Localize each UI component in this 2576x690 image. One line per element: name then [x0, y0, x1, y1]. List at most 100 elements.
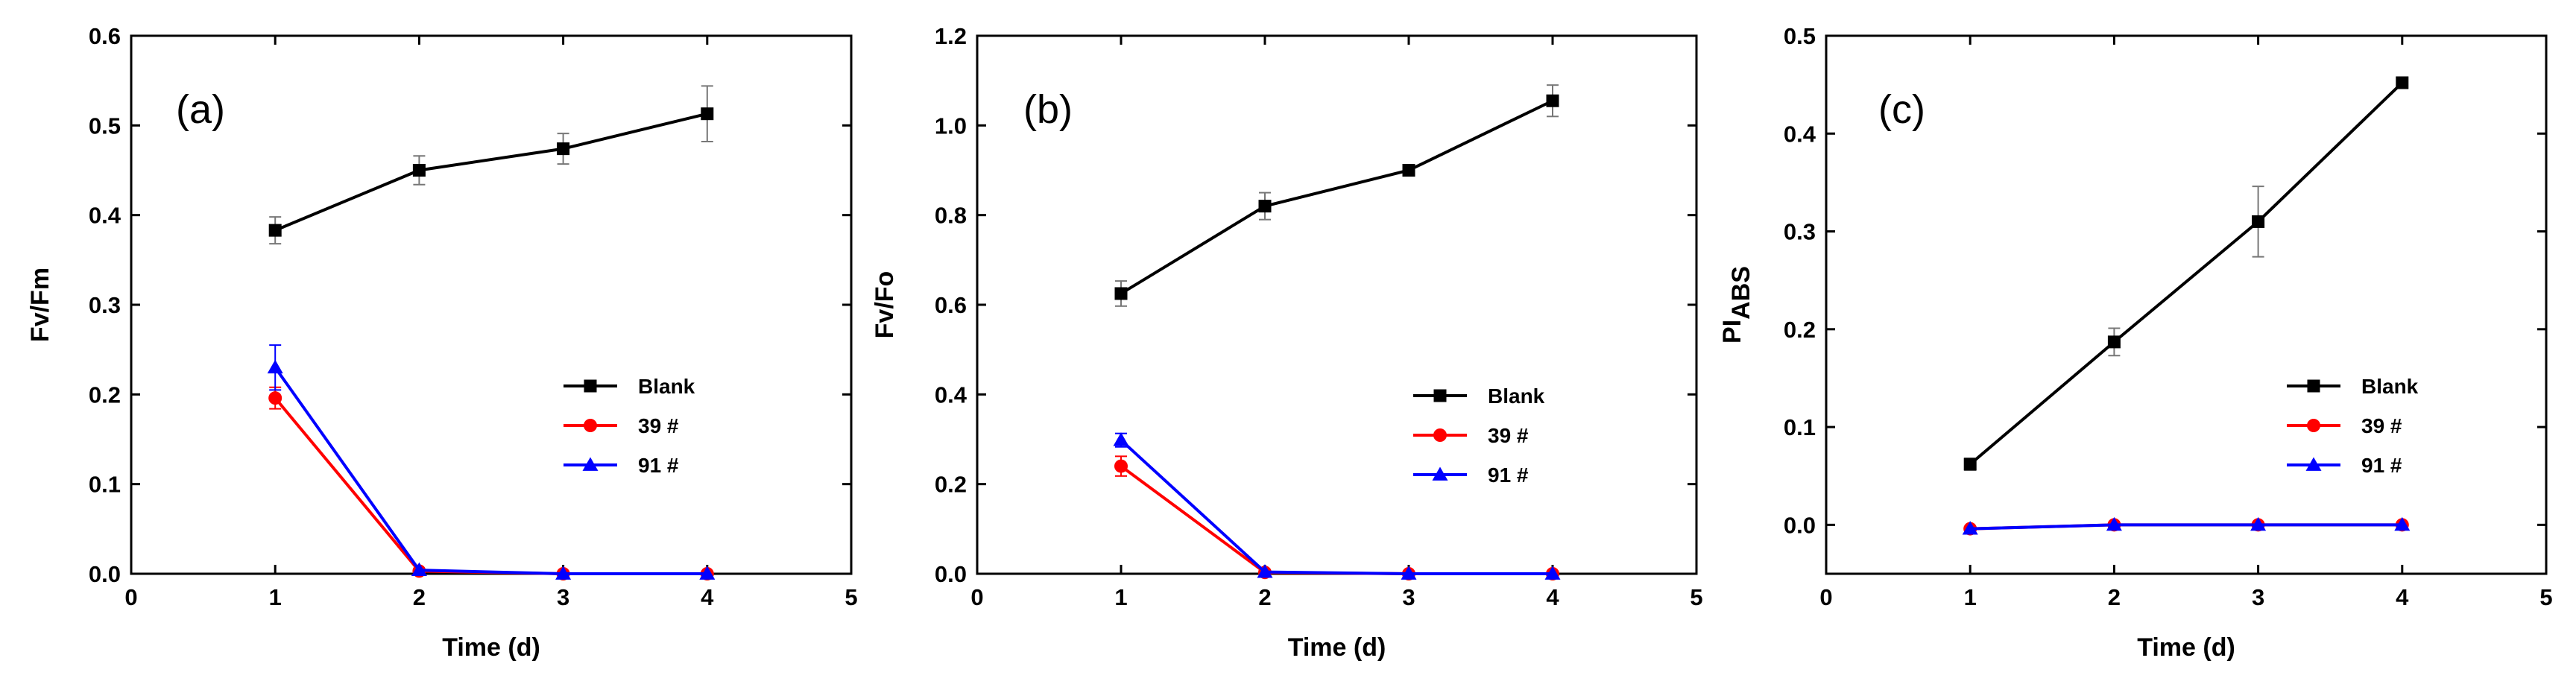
y-tick-label: 0.1 — [1784, 414, 1816, 440]
legend-marker — [2307, 419, 2320, 432]
y-tick-label: 0.5 — [89, 113, 121, 139]
x-tick-label: 2 — [413, 584, 426, 610]
y-tick-label: 0.6 — [89, 23, 121, 49]
series-line — [274, 367, 707, 575]
x-tick-label: 0 — [970, 584, 983, 610]
legend-item: 39 # — [2287, 414, 2402, 437]
data-point — [1402, 164, 1415, 177]
data-point — [1963, 458, 1977, 471]
data-point — [699, 566, 716, 580]
legend-item: Blank — [1413, 384, 1545, 408]
y-tick-label: 0.0 — [935, 561, 967, 587]
data-point — [1962, 521, 1978, 535]
legend-item: 91 # — [1413, 463, 1529, 487]
legend: Blank 39 # 91 # — [1413, 384, 1545, 487]
data-point — [555, 566, 572, 580]
panel-label: (b) — [1023, 87, 1073, 132]
series-91 — [1113, 432, 1561, 580]
y-tick-label: 1.2 — [935, 23, 967, 49]
legend-label: Blank — [638, 375, 695, 398]
legend-item: Blank — [2287, 375, 2419, 398]
plot-frame — [976, 34, 1698, 575]
y-tick-label: 1.0 — [935, 113, 967, 139]
y-tick-label: 0.1 — [89, 472, 121, 498]
chart-panel-2: 0 1 2 3 4 5 0.0 0.2 0.4 0.6 0.8 1.0 1.2 Time (d) Fv/Fo… — [871, 23, 1703, 662]
y-tick-label: 0.2 — [935, 472, 967, 498]
data-point — [2396, 76, 2409, 89]
data-point — [2107, 335, 2121, 349]
legend-label: Blank — [2361, 375, 2419, 398]
legend-marker — [1432, 466, 1448, 481]
legend-label: 39 # — [638, 414, 679, 437]
data-point — [1114, 287, 1128, 300]
y-tick-label: 0.0 — [1784, 512, 1816, 538]
legend-label: Blank — [1488, 384, 1545, 408]
legend-marker — [1433, 428, 1447, 442]
legend-marker — [2307, 379, 2320, 393]
data-point — [2106, 516, 2122, 531]
x-tick-label: 5 — [845, 584, 857, 610]
legend-marker — [584, 419, 597, 432]
y-axis-title: PIABS — [1718, 266, 1755, 344]
data-point — [1546, 94, 1559, 107]
data-point — [411, 562, 427, 577]
x-tick-label: 3 — [2252, 584, 2264, 610]
x-tick-label: 3 — [1402, 584, 1415, 610]
y-tick-label: 0.3 — [1784, 219, 1816, 245]
x-tick-label: 1 — [1964, 584, 1977, 610]
y-tick-label: 0.0 — [89, 561, 121, 587]
plot-frame — [130, 34, 853, 575]
x-tick-label: 2 — [1258, 584, 1271, 610]
series-line — [1970, 523, 2402, 531]
y-tick-label: 0.6 — [935, 292, 967, 318]
y-axis-title: Fv/Fm — [26, 268, 54, 342]
series-line — [1120, 99, 1553, 295]
data-point — [2394, 516, 2411, 531]
data-point — [267, 359, 283, 374]
x-tick-label: 2 — [2108, 584, 2121, 610]
series-blank — [1963, 76, 2409, 471]
y-tick-label: 0.4 — [1784, 121, 1816, 147]
series-blank — [268, 85, 714, 245]
legend-item: 39 # — [564, 414, 679, 437]
series-line — [1969, 81, 2404, 466]
series-91 — [1962, 516, 2411, 535]
x-tick-label: 5 — [2539, 584, 2552, 610]
x-tick-label: 5 — [1690, 584, 1702, 610]
legend-label: 39 # — [1488, 424, 1529, 447]
data-point — [268, 391, 282, 405]
legend-label: 91 # — [638, 454, 679, 477]
y-tick-label: 0.8 — [935, 203, 967, 229]
legend-marker — [582, 457, 599, 471]
y-tick-label: 0.4 — [935, 382, 967, 408]
y-axis-title: Fv/Fo — [871, 271, 899, 339]
y-tick-label: 0.2 — [1784, 317, 1816, 343]
data-point — [1544, 566, 1561, 580]
data-point — [2252, 215, 2265, 228]
legend-item: 91 # — [564, 454, 679, 477]
x-tick-label: 4 — [701, 584, 714, 610]
legend-marker — [1433, 389, 1447, 402]
x-tick-label: 1 — [1114, 584, 1127, 610]
data-point — [412, 164, 426, 177]
panel-label: (c) — [1878, 87, 1925, 132]
legend-label: 91 # — [1488, 463, 1529, 487]
y-tick-label: 0.4 — [89, 203, 121, 229]
x-tick-label: 0 — [1819, 584, 1832, 610]
data-point — [2250, 516, 2267, 531]
data-point — [1257, 564, 1273, 578]
data-point — [268, 224, 282, 237]
legend-marker — [2305, 457, 2322, 471]
plot-frame — [1825, 34, 2548, 575]
legend-item: 91 # — [2287, 454, 2402, 477]
data-point — [557, 142, 570, 156]
y-tick-label: 0.3 — [89, 292, 121, 318]
data-point — [701, 107, 714, 121]
legend: Blank 39 # 91 # — [2287, 375, 2419, 477]
y-tick-label: 0.5 — [1784, 23, 1816, 49]
series-line — [274, 112, 708, 232]
chart-panel-3: 0 1 2 3 4 5 0.0 0.1 0.2 0.3 0.4 0.5 Time (d) PIABS (c)… — [1718, 23, 2553, 662]
legend: Blank 39 # 91 # — [564, 375, 695, 477]
